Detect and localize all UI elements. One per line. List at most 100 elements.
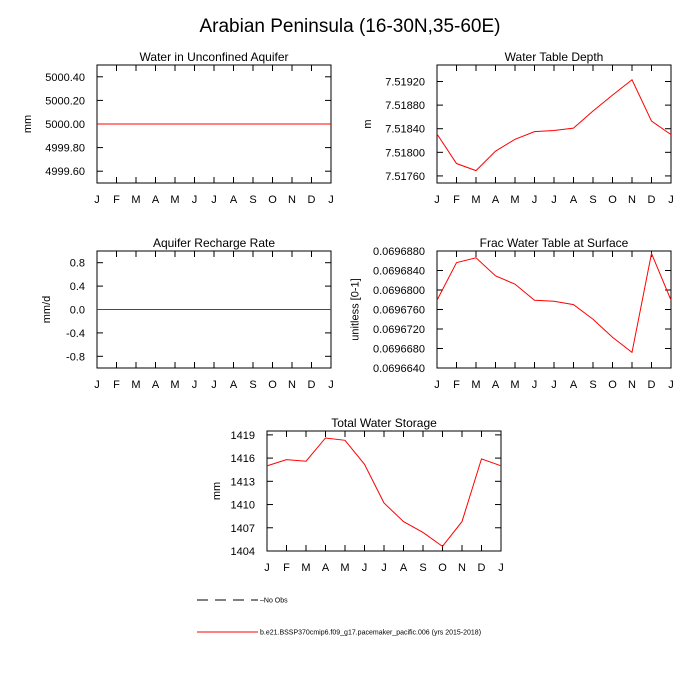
frac-water-table-x-tick-label: J [551,379,557,391]
total-water-storage-y-tick-label: 1404 [231,546,255,558]
total-water-storage-y-tick-label: 1410 [231,500,255,512]
water-table-depth-x-tick-label: A [570,194,578,206]
aquifer-water-x-tick-label: S [249,194,256,206]
aquifer-water-x-tick-label: J [192,194,198,206]
total-water-storage-x-tick-label: J [381,562,387,574]
water-table-depth-x-tick-label: M [471,194,480,206]
frac-water-table-x-tick-label: N [628,379,636,391]
total-water-storage-title: Total Water Storage [331,416,437,430]
aquifer-water-x-tick-label: M [131,194,140,206]
recharge-rate-y-tick-label: 0.4 [70,281,85,293]
frac-water-table-x-tick-label: M [510,379,519,391]
total-water-storage-x-tick-label: N [458,562,466,574]
water-table-depth-x-tick-label: J [434,194,440,206]
recharge-rate-x-tick-label: A [152,379,160,391]
total-water-storage-x-tick-label: S [419,562,426,574]
frac-water-table-x-tick-label: A [570,379,578,391]
recharge-rate-x-tick-label: M [170,379,179,391]
frac-water-table-y-tick-label: 0.0696680 [373,344,425,356]
water-table-depth-x-tick-label: N [628,194,636,206]
water-table-depth-x-tick-label: O [608,194,617,206]
aquifer-water-y-tick-label: 4999.80 [45,143,85,155]
frac-water-table-y-tick-label: 0.0696720 [373,324,425,336]
recharge-rate-x-tick-label: O [268,379,277,391]
total-water-storage-y-tick-label: 1416 [231,453,255,465]
recharge-rate-x-tick-label: S [249,379,256,391]
total-water-storage-x-tick-label: D [478,562,486,574]
figure-title: Arabian Peninsula (16-30N,35-60E) [199,16,500,37]
aquifer-water-x-tick-label: J [94,194,100,206]
aquifer-water-x-tick-label: M [170,194,179,206]
recharge-rate-y-axis-label: mm/d [41,296,53,324]
water-table-depth-x-tick-label: M [510,194,519,206]
total-water-storage-x-tick-label: J [362,562,368,574]
total-water-storage-y-tick-label: 1413 [231,476,255,488]
recharge-rate-x-tick-label: F [113,379,120,391]
aquifer-water-title: Water in Unconfined Aquifer [140,50,289,64]
recharge-rate-x-tick-label: J [328,379,334,391]
frac-water-table-plot-frame [436,250,672,369]
frac-water-table-title: Frac Water Table at Surface [480,236,629,250]
total-water-storage-x-tick-label: O [438,562,447,574]
aquifer-water-x-tick-label: N [288,194,296,206]
frac-water-table-x-tick-label: D [648,379,656,391]
recharge-rate-x-tick-label: J [192,379,198,391]
recharge-rate-title: Aquifer Recharge Rate [153,236,275,250]
total-water-storage-y-tick-label: 1419 [231,430,255,442]
water-table-depth-y-tick-label: 7.51840 [385,124,425,136]
water-table-depth-x-tick-label: A [492,194,500,206]
total-water-storage-y-tick-label: 1407 [231,523,255,535]
recharge-rate-y-tick-label: -0.8 [66,351,85,363]
recharge-rate-x-tick-label: J [211,379,217,391]
frac-water-table-y-axis-label: unitless [0-1] [349,278,361,340]
aquifer-water-x-tick-label: O [268,194,277,206]
recharge-rate-y-tick-label: 0.0 [70,305,85,317]
total-water-storage-x-tick-label: J [498,562,504,574]
recharge-rate-x-tick-label: J [94,379,100,391]
frac-water-table-x-tick-label: A [492,379,500,391]
total-water-storage-plot-frame [266,430,502,552]
recharge-rate-y-tick-label: 0.8 [70,258,85,270]
total-water-storage-series-line [266,437,502,548]
water-table-depth-x-tick-label: J [668,194,674,206]
aquifer-water-y-tick-label: 4999.60 [45,166,85,178]
legend-model-label: b.e21.BSSP370cmip6.f09_g17.pacemaker_pac… [260,630,481,637]
aquifer-water-y-tick-label: 5000.40 [45,72,85,84]
recharge-rate-x-tick-label: N [288,379,296,391]
aquifer-water-x-tick-label: A [230,194,238,206]
frac-water-table-y-tick-label: 0.0696640 [373,363,425,375]
aquifer-water-y-tick-label: 5000.00 [45,119,85,131]
water-table-depth-x-tick-label: D [648,194,656,206]
frac-water-table-x-tick-label: J [532,379,538,391]
total-water-storage-x-tick-label: A [322,562,330,574]
total-water-storage-y-axis-label: mm [211,482,223,500]
water-table-depth-y-tick-label: 7.51800 [385,147,425,159]
aquifer-water-x-tick-label: J [328,194,334,206]
total-water-storage-x-tick-label: M [301,562,310,574]
water-table-depth-x-tick-label: S [589,194,596,206]
aquifer-water-x-tick-label: F [113,194,120,206]
frac-water-table-x-tick-label: O [608,379,617,391]
water-table-depth-x-tick-label: J [551,194,557,206]
frac-water-table-x-tick-label: M [471,379,480,391]
recharge-rate-y-tick-label: -0.4 [66,328,85,340]
recharge-rate-x-tick-label: A [230,379,238,391]
water-table-depth-x-tick-label: J [532,194,538,206]
water-table-depth-y-tick-label: 7.51920 [385,77,425,89]
frac-water-table-y-tick-label: 0.0696760 [373,305,425,317]
aquifer-water-x-tick-label: J [211,194,217,206]
total-water-storage-x-tick-label: A [400,562,408,574]
frac-water-table-x-tick-label: F [453,379,460,391]
water-table-depth-plot-frame [436,64,672,184]
water-table-depth-x-tick-label: F [453,194,460,206]
water-table-depth-series-line [436,78,672,172]
recharge-rate-x-tick-label: M [131,379,140,391]
aquifer-water-y-tick-label: 5000.20 [45,95,85,107]
frac-water-table-x-tick-label: J [668,379,674,391]
water-table-depth-y-axis-label: m [362,119,374,128]
